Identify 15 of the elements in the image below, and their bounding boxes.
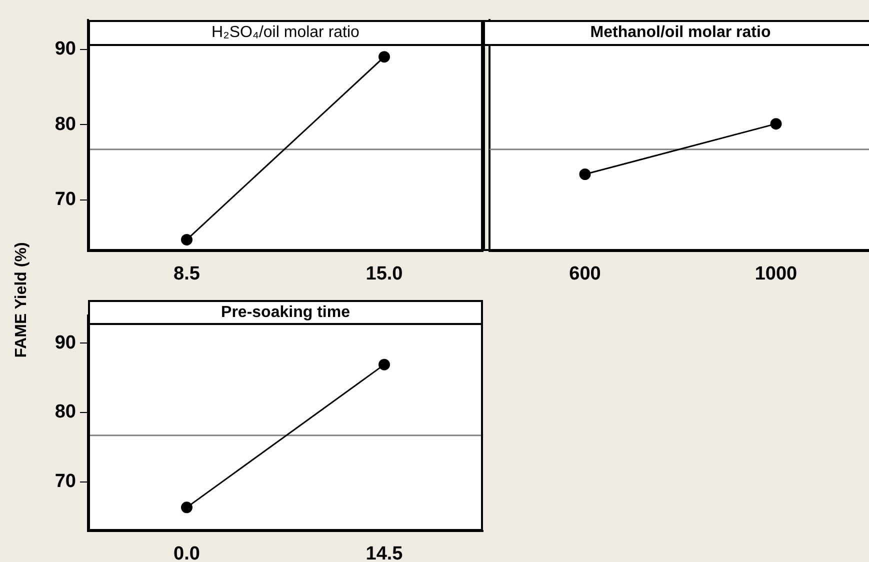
y-axis-title: FAME Yield (%): [13, 242, 31, 358]
panel-header: Methanol/oil molar ratio: [483, 20, 869, 46]
x-tick-label: 1000: [754, 264, 798, 285]
y-tick-label: 70: [54, 189, 76, 210]
y-tick-label: 80: [54, 114, 76, 135]
x-tick-label: 8.5: [174, 264, 200, 285]
x-tick-label: 14.5: [366, 544, 404, 562]
y-tick-label: 70: [54, 471, 76, 492]
x-tick-label: 600: [569, 264, 601, 285]
y-tick-label: 90: [54, 332, 76, 354]
x-tick-label: 15.0: [366, 264, 403, 285]
y-tick-label: 90: [54, 38, 76, 60]
panel-header: Pre-soaking time: [88, 300, 483, 325]
y-tick-label: 80: [54, 402, 76, 423]
x-tick-label: 0.0: [174, 544, 200, 562]
